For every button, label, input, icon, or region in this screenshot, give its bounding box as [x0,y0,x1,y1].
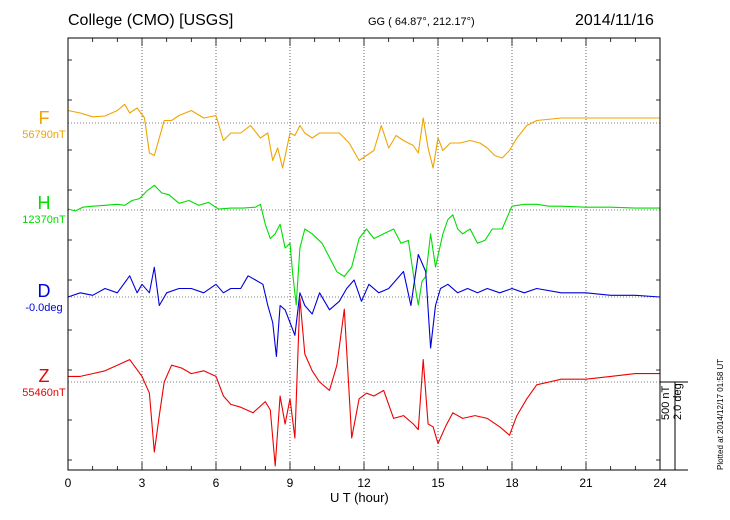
component-label-h: H 12370nT [14,193,74,227]
chart-title: College (CMO) [USGS] [68,12,234,29]
scale-nt-label: 500 nT [660,385,672,420]
series-line-h [67,184,660,306]
frame-layer [67,37,688,471]
x-tick-label: 12 [357,476,371,490]
x-tick-label: 15 [431,476,445,490]
x-tick-label: 9 [287,476,294,490]
component-label-z: Z 55460nT [14,366,74,400]
component-name: H [37,193,51,213]
scale-deg-label: 2.0 deg [672,383,684,420]
station-coordinates: GG ( 64.87°, 212.17°) [368,16,475,28]
series-layer [67,103,661,467]
component-baseline: 55460nT [22,387,66,399]
component-name: D [37,281,51,301]
component-baseline: 56790nT [22,129,66,141]
component-label-d: D -0.0deg [14,281,74,315]
component-name: Z [38,366,50,386]
x-tick-label: 18 [505,476,519,490]
x-tick-layer: 0 3 6 9 12 15 18 21 24 [65,476,667,490]
component-baseline: 12370nT [22,214,66,226]
grid-layer [68,38,660,470]
x-tick-label: 24 [653,476,667,490]
chart-date: 2014/11/16 [575,12,654,29]
x-tick-label: 6 [213,476,220,490]
series-line-z [68,297,660,467]
x-tick-label: 21 [579,476,593,490]
x-tick-label: 0 [65,476,72,490]
x-tick-label: 3 [139,476,146,490]
series-line-f [67,103,660,169]
component-baseline: -0.0deg [25,302,63,314]
series-line-d [67,253,661,358]
component-label-f: F 56790nT [14,108,74,142]
component-name: F [38,108,50,128]
plotted-timestamp: Plotted at 2014/12/17 01:58 UT [716,358,725,470]
x-axis-title: U T (hour) [330,490,389,505]
